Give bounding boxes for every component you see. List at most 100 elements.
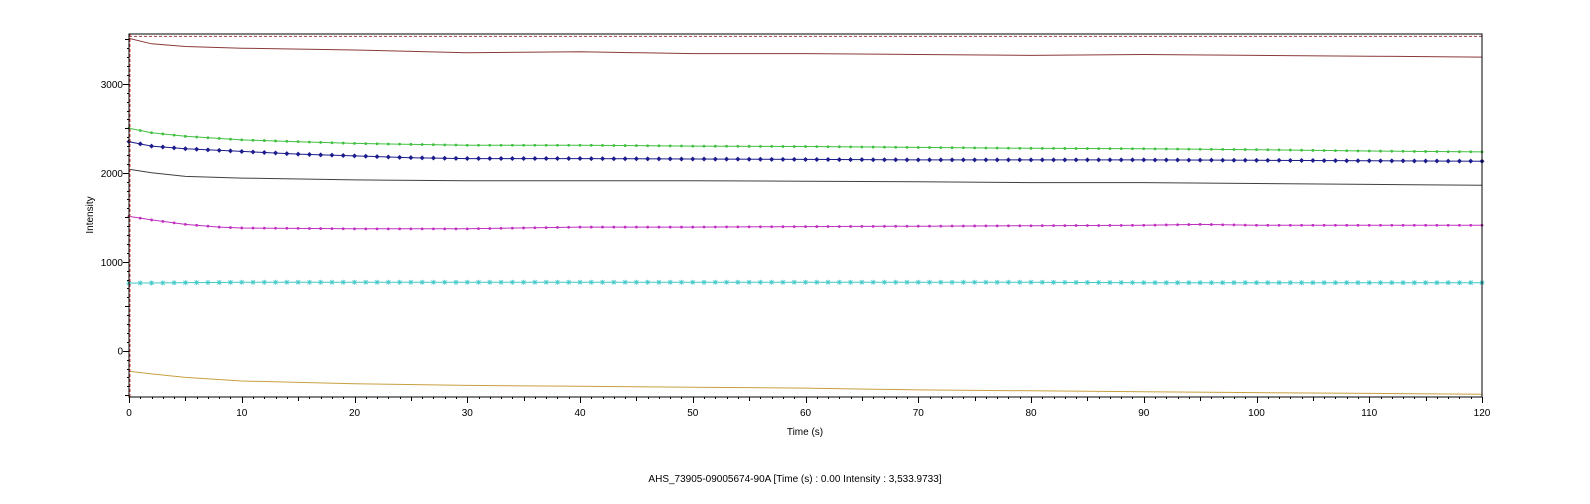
plot-area [129, 34, 1482, 397]
series-2-point [1445, 158, 1451, 164]
series-2-point [318, 152, 324, 158]
series-5-point [667, 279, 673, 285]
series-2-point [577, 156, 583, 162]
series-5-point [1411, 280, 1417, 286]
series-1-point [138, 129, 142, 132]
series-6 [128, 370, 1483, 395]
series-5-point [498, 279, 504, 285]
series-5-point [1287, 280, 1293, 286]
series-2-point [1299, 158, 1305, 164]
series-5-point [757, 279, 763, 285]
series-5-point [543, 279, 549, 285]
series-2-point [1028, 157, 1034, 163]
series-5-point [171, 280, 177, 286]
series-4-point [691, 225, 695, 229]
series-5-point [960, 279, 966, 285]
series-1-point [1131, 147, 1134, 151]
series-5-point [476, 279, 482, 285]
series-1-point [826, 145, 830, 149]
series-5-point [408, 279, 414, 285]
series-5-point [848, 279, 854, 285]
series-1-point [804, 145, 807, 148]
series-1-point [680, 144, 683, 148]
x-tick-label: 90 [1138, 408, 1150, 419]
series-5-point [690, 279, 696, 285]
x-tick-label: 60 [800, 408, 812, 419]
series-1-point [1029, 146, 1033, 150]
series-4-point [973, 224, 977, 228]
series-4-point [1469, 223, 1473, 227]
series-5-point [1096, 279, 1102, 285]
series-1-point [725, 144, 728, 148]
series-1-point [274, 139, 277, 143]
series-5-point [1062, 279, 1068, 285]
x-tick-label: 80 [1025, 408, 1037, 419]
series-0-line [128, 37, 1483, 58]
series-2-point [1186, 157, 1192, 163]
series-1-point [668, 144, 672, 148]
series-4-point [556, 226, 559, 229]
series-5-point [645, 279, 651, 285]
series-4-point [1266, 223, 1270, 227]
series-1-point [759, 144, 762, 148]
series-1-point [364, 142, 368, 146]
series-4-point [285, 226, 289, 230]
series-1-point [443, 143, 447, 147]
series-2-point [1411, 158, 1417, 164]
series-5-point [566, 279, 572, 285]
series-5-point [1468, 280, 1474, 286]
series-4-point [1142, 223, 1146, 227]
series-4-point [1063, 224, 1067, 227]
series-2-point [374, 154, 380, 160]
series-5-point [363, 279, 369, 285]
series-5-point [577, 279, 583, 285]
series-4-point [702, 225, 706, 229]
series-layer [126, 37, 1485, 395]
series-2-point [588, 156, 594, 162]
series-2-point [757, 156, 763, 162]
series-1-point [386, 142, 390, 146]
series-1-point [567, 143, 571, 147]
series-1-point [319, 140, 323, 144]
series-1-point [1300, 148, 1303, 152]
series-2-point [385, 154, 391, 160]
series-4-point [1007, 224, 1010, 228]
series-2-point [408, 155, 414, 161]
series-1-point [1108, 147, 1112, 151]
series-5-point [1051, 279, 1057, 285]
series-5-point [385, 279, 391, 285]
series-4-point [1097, 224, 1101, 227]
series-4-point [950, 224, 954, 228]
series-1-point [544, 143, 548, 147]
series-2-point [972, 157, 978, 163]
series-1-point [195, 135, 199, 139]
series-1-point [1164, 147, 1168, 151]
series-1-point [939, 146, 943, 150]
series-1-point [747, 144, 751, 148]
series-5-point [949, 279, 955, 285]
series-4-point [578, 225, 582, 229]
series-2-point [442, 155, 448, 161]
series-2-point [1389, 158, 1395, 164]
series-2-point [769, 156, 775, 162]
series-2-point [182, 146, 188, 152]
series-4-point [601, 225, 604, 229]
series-5-point [1163, 280, 1169, 286]
series-4-point [533, 226, 537, 230]
series-2-point [735, 156, 741, 162]
series-4-point [1029, 224, 1033, 228]
series-5-point [611, 279, 617, 285]
series-4-point [454, 227, 458, 231]
series-3-line [128, 168, 1483, 186]
series-5-point [1366, 280, 1372, 286]
series-2-point [1468, 158, 1474, 164]
x-tick-label: 20 [349, 408, 361, 419]
series-2-point [1118, 157, 1124, 163]
series-4-point [1187, 223, 1191, 226]
series-2-point [216, 147, 222, 153]
x-tick-label: 110 [1361, 408, 1377, 419]
series-2-point [227, 148, 233, 154]
series-1-point [713, 144, 717, 148]
series-5-point [137, 280, 143, 286]
series-5-point [588, 279, 594, 285]
